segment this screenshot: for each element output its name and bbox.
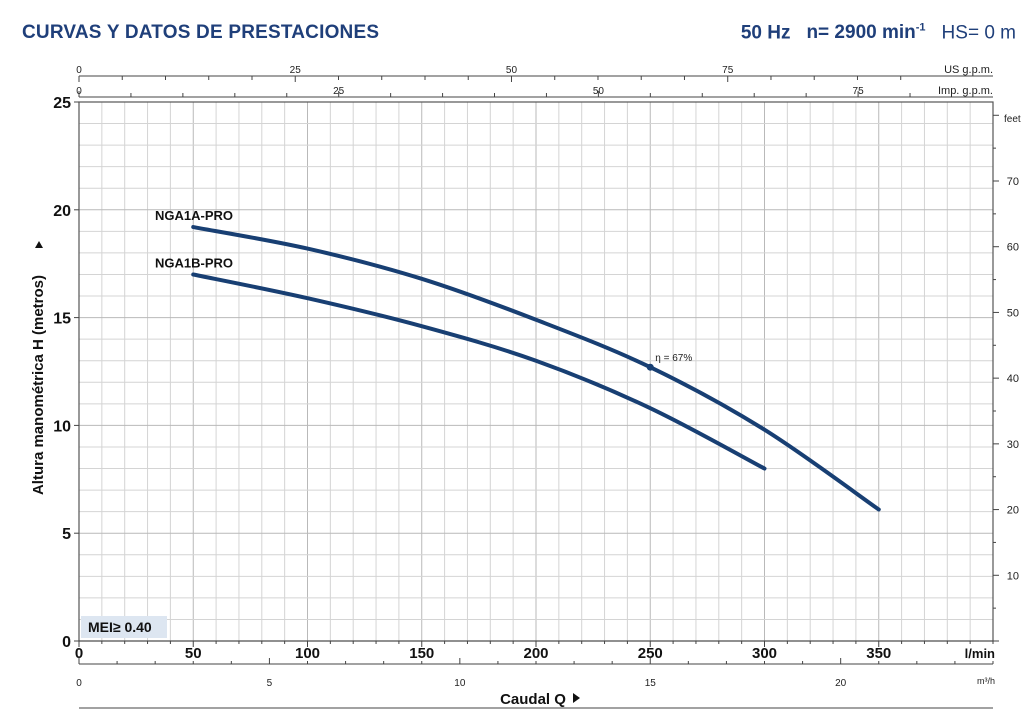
feet-axis: 10 20 30 40 50 60 70 <box>993 114 1019 642</box>
m3h-tick-label: 10 <box>454 678 466 689</box>
y-tick-label: 5 <box>62 526 71 543</box>
frequency-label: 50 Hz <box>740 22 791 44</box>
m3h-label: m³/h <box>977 676 995 686</box>
y-tick-label: 10 <box>53 418 71 435</box>
y-axis-label: Altura manométrica H (metros) <box>30 275 47 495</box>
imp-gpm-tick-label: 0 <box>76 86 82 97</box>
feet-tick-label: 70 <box>1007 176 1019 188</box>
m3h-axis: 0 5 10 15 20 <box>76 658 994 689</box>
series-label-nga1a-pro: NGA1A-PRO <box>155 208 233 223</box>
x-tick-label: 250 <box>638 645 663 662</box>
y-axis-arrow-icon <box>35 241 43 248</box>
feet-tick-label: 40 <box>1007 373 1019 385</box>
mei-badge: MEI≥ 0.40 <box>88 619 152 635</box>
mei-badge-bg <box>81 616 167 638</box>
imp-gpm-tick-label: 75 <box>853 86 865 97</box>
y-axis-title: Altura manométrica H (metros) <box>30 275 47 495</box>
hs-label: HS= 0 m <box>941 22 1016 44</box>
series-label-nga1b-pro: NGA1B-PRO <box>155 255 233 270</box>
x-axis: 0 50 100 150 200 250 300 350 <box>75 641 994 662</box>
feet-tick-label: 10 <box>1007 570 1019 582</box>
us-gpm-axis: 0 25 50 75 <box>76 65 902 82</box>
x-tick-label: 50 <box>185 645 202 662</box>
x-axis-arrow-icon <box>573 693 580 703</box>
m3h-tick-label: 15 <box>645 678 657 689</box>
x-tick-label: 0 <box>75 645 83 662</box>
feet-tick-label: 20 <box>1007 505 1019 517</box>
us-gpm-tick-label: 25 <box>290 65 302 76</box>
y-tick-label: 25 <box>53 95 71 112</box>
efficiency-point <box>646 363 654 371</box>
x-tick-label: 300 <box>752 645 777 662</box>
x-unit-label: l/min <box>965 646 995 661</box>
imp-gpm-tick-label: 50 <box>593 86 605 97</box>
y-tick-label: 0 <box>62 634 71 651</box>
operating-conditions: 50 Hz n= 2900 min-1 HS= 0 m <box>741 22 1016 44</box>
us-gpm-tick-label: 75 <box>722 65 734 76</box>
feet-tick-label: 30 <box>1007 439 1019 451</box>
feet-axis-label: feet <box>1004 114 1021 125</box>
m3h-tick-label: 5 <box>267 678 273 689</box>
m3h-tick-label: 20 <box>835 678 847 689</box>
y-tick-label: 20 <box>53 203 71 220</box>
imp-gpm-axis: 0 25 50 75 <box>76 86 911 97</box>
x-tick-label: 150 <box>409 645 434 662</box>
feet-tick-label: 50 <box>1007 307 1019 319</box>
imp-gpm-tick-label: 25 <box>333 86 345 97</box>
us-gpm-label: US g.p.m. <box>944 64 993 76</box>
m3h-tick-label: 0 <box>76 678 82 689</box>
chart-title: CURVAS Y DATOS DE PRESTACIONES <box>22 22 380 43</box>
efficiency-label: η = 67% <box>655 353 692 364</box>
speed-label: n= 2900 min-1 <box>806 22 926 44</box>
y-axis: 0 5 10 15 20 25 <box>53 95 79 651</box>
x-tick-label: 200 <box>523 645 548 662</box>
grid <box>79 102 993 641</box>
imp-gpm-label: Imp. g.p.m. <box>938 85 993 97</box>
curve-nga1a-pro <box>191 225 881 512</box>
x-tick-label: 100 <box>295 645 320 662</box>
us-gpm-tick-label: 50 <box>506 65 518 76</box>
feet-tick-label: 60 <box>1007 242 1019 254</box>
curves: NGA1A-PRO NGA1B-PRO η = 67% <box>155 208 881 512</box>
x-axis-label: Caudal Q <box>500 691 566 708</box>
us-gpm-tick-label: 0 <box>76 65 82 76</box>
curve-nga1b-pro <box>191 272 767 471</box>
x-tick-label: 350 <box>866 645 891 662</box>
y-tick-label: 15 <box>53 311 71 328</box>
